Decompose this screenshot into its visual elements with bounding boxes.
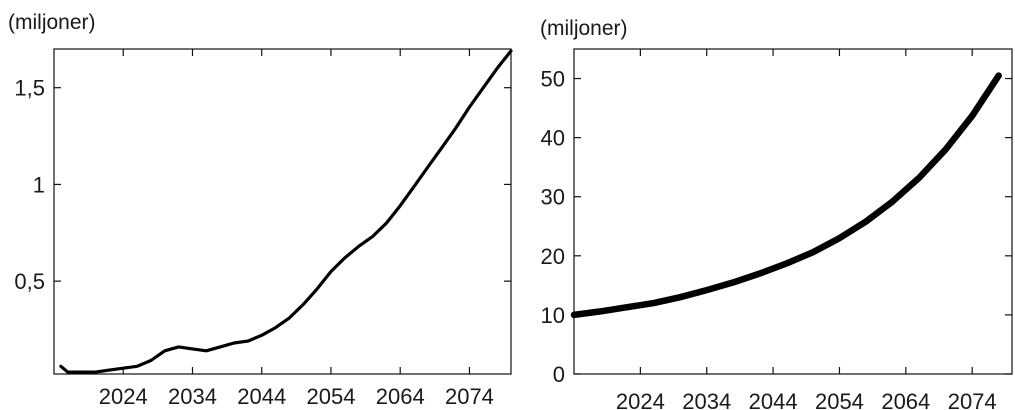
left-series-line [59,49,513,374]
left-x-tick-label: 2034 [168,384,217,409]
left-unit-label: (miljoner) [8,11,96,34]
left-y-tick-label: 1,5 [14,76,45,101]
left-x-tick-label: 2064 [376,384,425,409]
right-y-tick-label: 30 [541,185,565,210]
right-x-tick-label: 2024 [616,389,665,410]
right-y-tick-label: 50 [541,67,565,92]
right-x-tick-label: 2074 [948,389,997,410]
right-x-tick-label: 2044 [749,389,798,410]
right-x-tick-label: 2064 [881,389,930,410]
left-chart: (miljoner) 0,511,5 2024 2034 2044 2054 2064 2… [8,11,513,409]
right-y-tick-label: 0 [553,362,565,387]
right-y-tick-label: 10 [541,303,565,328]
right-x-axis: 2024 2034 2044 2054 2064 2074 [616,49,997,410]
left-x-axis: 2024 2034 2044 2054 2064 2074 [99,49,494,409]
left-x-tick-label: 2054 [306,384,355,409]
left-x-tick-label: 2044 [237,384,286,409]
right-y-tick-label: 40 [541,126,565,151]
right-x-tick-label: 2034 [682,389,731,410]
left-y-tick-label: 1 [33,172,45,197]
right-y-axis: 0 10 20 30 40 50 [541,67,1012,387]
right-plot-frame [573,48,1013,375]
right-unit-label: (miljoner) [540,17,628,40]
left-x-tick-label: 2074 [445,384,494,409]
right-series-line [570,72,1002,319]
left-plot-frame [53,48,512,375]
left-y-axis: 0,5 1 1,5 [14,76,511,294]
right-y-tick-label: 20 [541,244,565,269]
left-y-tick-label: 0,5 [14,269,45,294]
left-x-tick-label: 2024 [99,384,148,409]
right-x-tick-label: 2054 [815,389,864,410]
